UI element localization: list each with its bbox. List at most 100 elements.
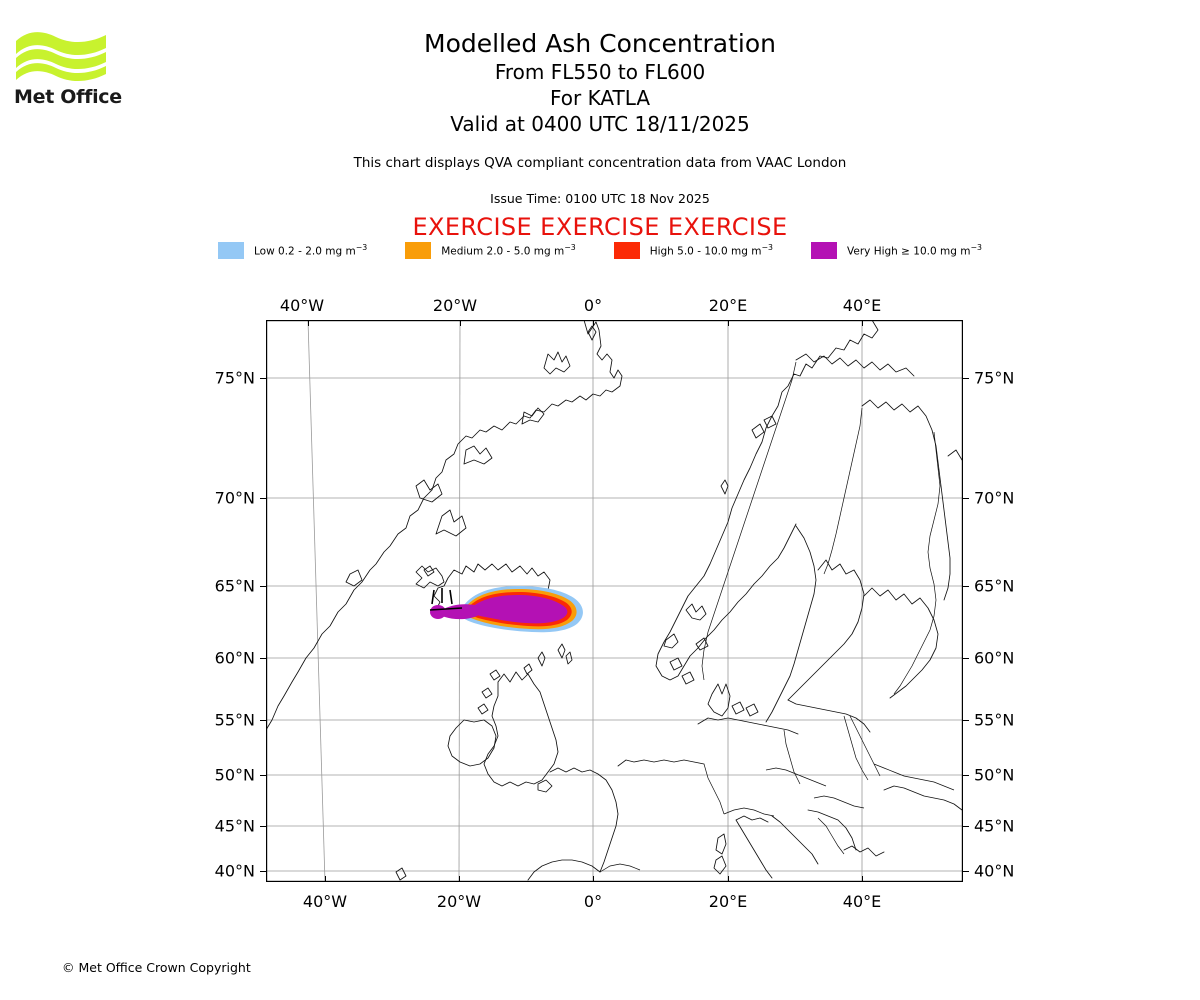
plume-source-marker: [429, 588, 463, 611]
coastline-greenland-south: [345, 569, 363, 587]
lat-tick-right-55N: [963, 720, 969, 721]
lat-tick-right-45N: [963, 826, 969, 827]
lat-label-right-65N: 65°N: [974, 576, 1015, 596]
border-norway-sweden: [701, 361, 797, 681]
legend-item-medium: Medium 2.0 - 5.0 mg m−3: [405, 242, 613, 259]
qva-subtitle: This chart displays QVA compliant concen…: [353, 155, 847, 171]
legend-label-very-high: Very High ≥ 10.0 mg m−3: [847, 243, 982, 258]
lat-label-right-70N: 70°N: [974, 488, 1015, 508]
lat-tick-left-65N: [260, 586, 266, 587]
lon-label-bottom-40W: 40°W: [302, 892, 348, 911]
border-czech-austria: [765, 767, 827, 787]
lon-label-top-40E: 40°E: [842, 296, 882, 315]
border-poland-east: [843, 715, 869, 781]
coastline-iceland-nw-peninsula: [415, 565, 445, 589]
lat-tick-left-55N: [260, 720, 266, 721]
lat-tick-right-50N: [963, 775, 969, 776]
coastline-low-countries: [617, 759, 705, 767]
volcano-line: For KATLA: [550, 86, 650, 110]
coastline-shetland: [537, 651, 546, 667]
lat-tick-right-70N: [963, 498, 969, 499]
coastline-greenland-inlet-2: [463, 445, 493, 465]
coastline-brittany: [537, 779, 553, 793]
coastline-balkans: [807, 809, 857, 851]
flight-level-line: From FL550 to FL600: [494, 60, 706, 84]
coastline-kola: [947, 449, 963, 461]
lon-tick-top-20E: [728, 320, 729, 326]
lat-label-right-40N: 40°N: [974, 861, 1015, 881]
ash-concentration-map[interactable]: [266, 320, 963, 882]
lon-label-bottom-20E: 20°E: [708, 892, 748, 911]
chart-title-block: Modelled Ash Concentration From FL550 to…: [0, 28, 1200, 137]
lon-tick-bottom-40W: [325, 876, 326, 882]
lat-label-left-55N: 55°N: [214, 710, 255, 730]
lat-tick-left-70N: [260, 498, 266, 499]
coastline-norway: [655, 320, 879, 681]
coastline-greenland-inlet-3: [415, 479, 443, 503]
coastline-iceland-fjord-detail: [423, 565, 435, 577]
lon-tick-bottom-0: [593, 876, 594, 882]
valid-time-line: Valid at 0400 UTC 18/11/2025: [450, 112, 750, 136]
coastline-baltic: [787, 699, 871, 733]
coastline-black-sea: [883, 785, 963, 811]
coastline-greenland: [266, 320, 623, 731]
legend-swatch-medium: [405, 242, 432, 259]
lon-label-top-20E: 20°E: [708, 296, 748, 315]
lon-label-top-20W: 20°W: [432, 296, 478, 315]
country-borders: [599, 361, 955, 873]
coastline-adriatic: [771, 815, 819, 865]
lon-tick-top-40W: [308, 320, 309, 326]
legend-swatch-very-high: [811, 242, 837, 259]
lat-label-left-45N: 45°N: [214, 816, 255, 836]
legend-item-high: High 5.0 - 10.0 mg m−3: [613, 242, 811, 259]
border-alps: [723, 807, 775, 817]
lon-tick-top-20W: [460, 320, 461, 326]
plume-very-high-contour: [468, 595, 568, 624]
lat-label-right-75N: 75°N: [974, 368, 1015, 388]
border-finland-russia: [893, 431, 941, 695]
border-baltic-states: [849, 715, 881, 777]
issue-time: Issue Time: 0100 UTC 18 Nov 2025: [490, 191, 710, 206]
coastline-aegean: [843, 845, 885, 857]
coastline-faroe-islands: [557, 643, 573, 665]
lat-label-right-55N: 55°N: [974, 710, 1015, 730]
coastline-gulf-bothnia: [787, 559, 865, 701]
legend-item-low: Low 0.2 - 2.0 mg m−3: [218, 242, 405, 259]
coastline-corsica-sardinia: [713, 833, 727, 875]
border-germany-poland: [783, 729, 801, 785]
map-gridlines: [266, 320, 963, 882]
coastline-germany-north: [697, 717, 799, 735]
coastline-orkney: [523, 663, 533, 675]
lat-tick-left-40N: [260, 871, 266, 872]
border-sweden-finland: [823, 407, 863, 575]
lon-tick-bottom-20W: [459, 876, 460, 882]
border-france-spain: [599, 863, 641, 873]
lon-label-top-40W: 40°W: [279, 296, 325, 315]
lat-tick-left-75N: [260, 378, 266, 379]
coastline-ireland: [447, 719, 497, 767]
lon-tick-bottom-40E: [862, 876, 863, 882]
coastline-greenland-fjords: [543, 351, 571, 375]
lat-label-right-50N: 50°N: [974, 765, 1015, 785]
plume-source-blob: [430, 605, 446, 619]
lon-tick-bottom-20E: [728, 876, 729, 882]
lon-label-bottom-0: 0°: [583, 892, 603, 911]
lat-label-left-65N: 65°N: [214, 576, 255, 596]
border-germany-france: [703, 763, 725, 815]
coastline-scotland-isles: [477, 669, 501, 715]
coastline-denmark-isles: [731, 701, 759, 717]
coastline-jan-mayen: [720, 479, 729, 495]
lon-label-bottom-20W: 20°W: [436, 892, 482, 911]
legend-label-low: Low 0.2 - 2.0 mg m−3: [254, 243, 368, 258]
coastline-france-west: [549, 767, 619, 873]
copyright-notice: © Met Office Crown Copyright: [62, 960, 251, 975]
exercise-banner: EXERCISE EXERCISE EXERCISE: [412, 213, 788, 241]
legend-swatch-low: [218, 242, 245, 259]
coastline-sweden-east: [765, 525, 817, 723]
border-ukraine: [873, 763, 955, 791]
lat-label-left-75N: 75°N: [214, 368, 255, 388]
legend-item-very-high: Very High ≥ 10.0 mg m−3: [811, 242, 982, 259]
lat-label-right-60N: 60°N: [974, 648, 1015, 668]
coastline-finland-north: [861, 399, 951, 601]
coastline-italy: [735, 815, 773, 879]
